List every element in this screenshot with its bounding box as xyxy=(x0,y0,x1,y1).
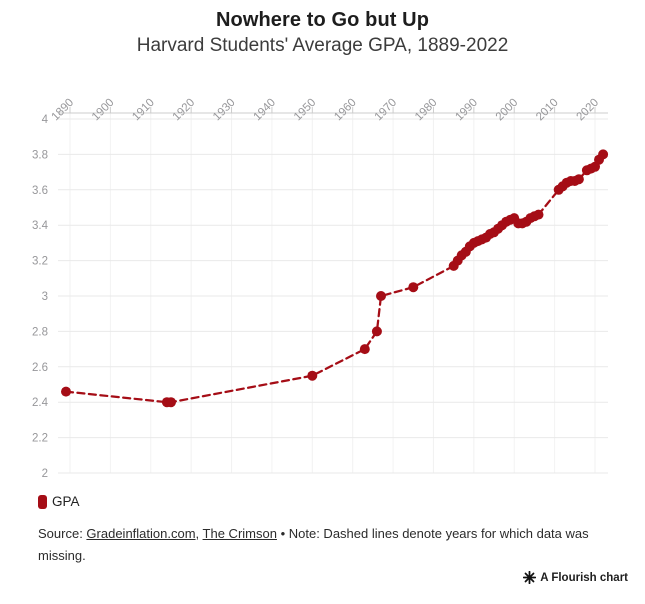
data-point[interactable] xyxy=(533,209,544,220)
source-link-crimson[interactable]: The Crimson xyxy=(202,526,277,541)
y-axis-label: 3.2 xyxy=(32,256,48,268)
source-link-gradeinflation[interactable]: Gradeinflation.com xyxy=(86,526,196,541)
gpa-series-line xyxy=(64,153,605,404)
y-axis-label: 4 xyxy=(42,114,49,126)
data-point[interactable] xyxy=(598,149,609,160)
data-point[interactable] xyxy=(61,386,71,397)
data-point[interactable] xyxy=(371,326,382,337)
gpa-line-chart: 1890 1900 1910 1920 1930 1940 1950 1960 1970 1980… xyxy=(32,97,609,480)
y-axis-label: 3.8 xyxy=(32,149,48,161)
data-point[interactable] xyxy=(307,370,318,381)
data-point[interactable] xyxy=(376,291,386,301)
flourish-credit[interactable]: A Flourish chart xyxy=(523,571,628,584)
data-point[interactable] xyxy=(573,174,584,185)
source-prefix: Source: xyxy=(38,526,87,541)
source-note-text: • Note: Dashed lines denote years for wh… xyxy=(38,526,589,564)
legend-swatch-gpa[interactable] xyxy=(38,494,47,509)
chart-subtitle: Harvard Students' Average GPA, 1889-2022 xyxy=(136,35,509,56)
y-axis-label: 2.4 xyxy=(32,397,49,409)
y-axis-label: 3.4 xyxy=(32,220,49,232)
flourish-credit-label: A Flourish chart xyxy=(540,571,628,584)
source-separator: , xyxy=(195,526,203,541)
data-point[interactable] xyxy=(359,344,370,355)
data-point[interactable] xyxy=(166,397,176,408)
y-axis-label: 2.8 xyxy=(32,326,48,338)
y-axis-label: 2.6 xyxy=(32,362,48,374)
y-axis-label: 2 xyxy=(42,468,48,480)
chart-title: Nowhere to Go but Up xyxy=(215,9,430,31)
y-axis-label: 3 xyxy=(42,291,48,303)
data-point[interactable] xyxy=(408,282,419,293)
legend-label-gpa[interactable]: GPA xyxy=(52,494,80,509)
flourish-star-icon xyxy=(523,571,537,584)
y-axis-label: 2.2 xyxy=(32,433,48,445)
source-note: Source: Gradeinflation.com, The Crimson … xyxy=(38,523,623,567)
y-axis-label: 3.6 xyxy=(32,185,48,197)
legend: GPA xyxy=(38,494,80,509)
